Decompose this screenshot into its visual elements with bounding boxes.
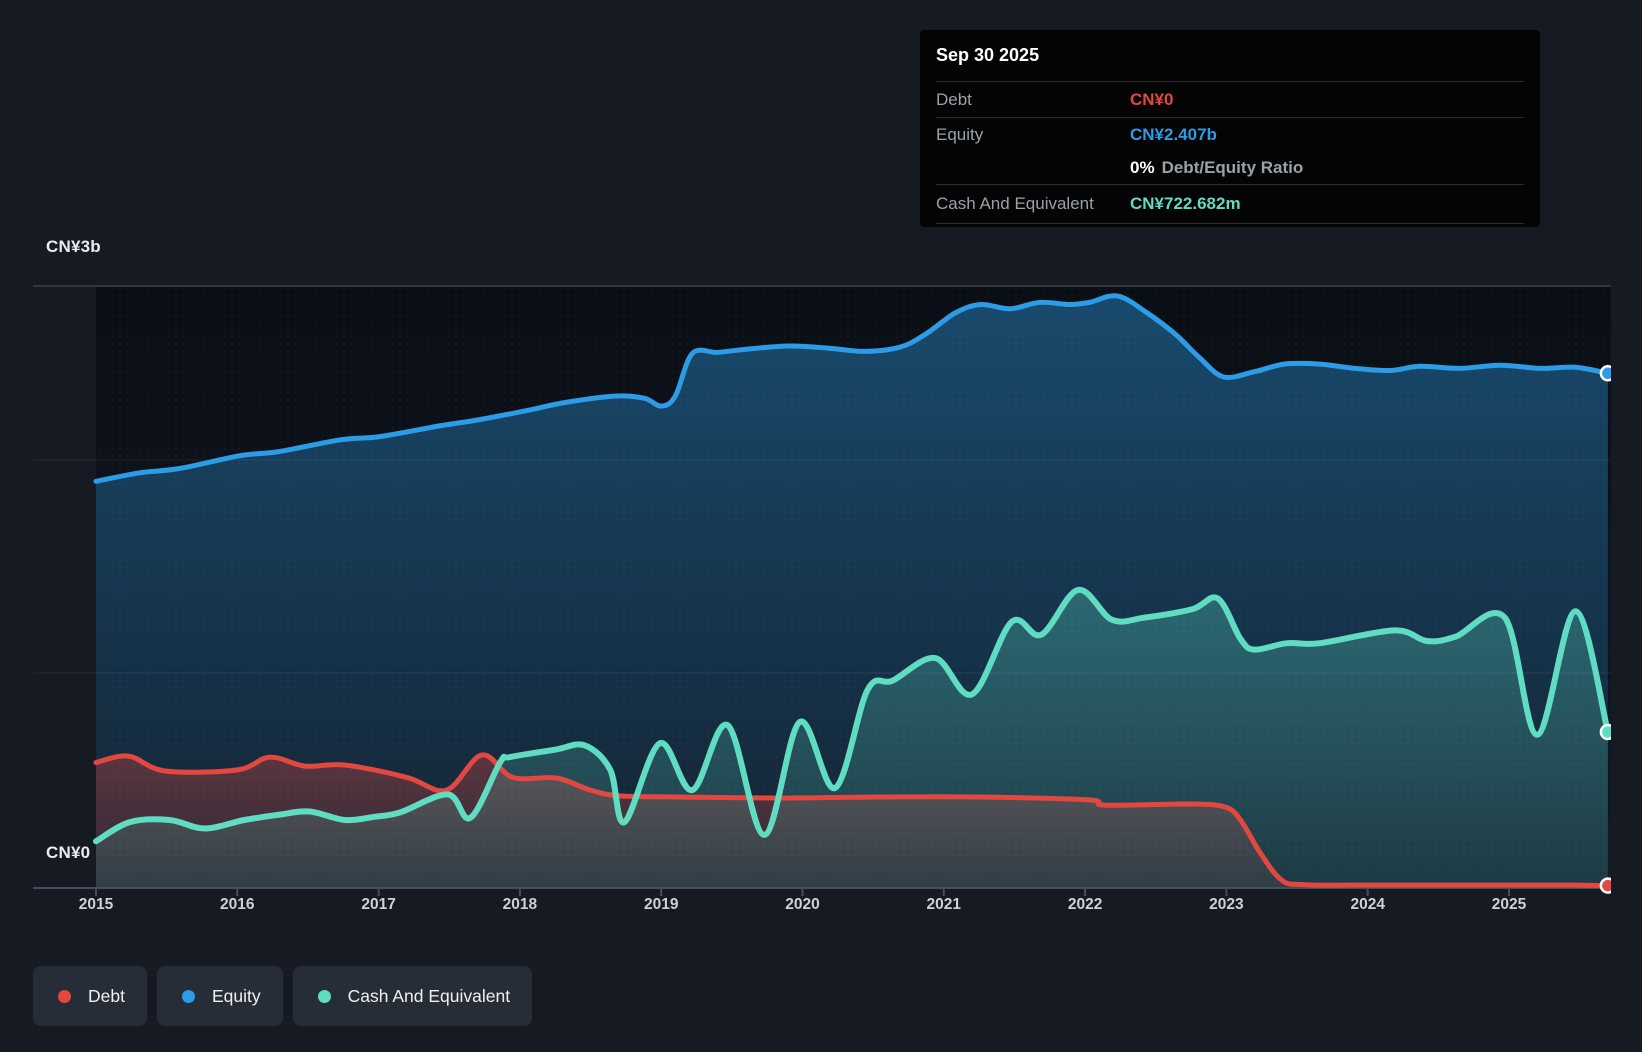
legend-item-equity-label: Equity [212, 986, 261, 1007]
legend-item-equity[interactable]: Equity [157, 966, 283, 1026]
x-tick-label-2022: 2022 [1068, 896, 1102, 913]
debt-equity-history-chart: 2015 2016 2017 2018 2019 2020 2021 2022 2023 2024… [0, 0, 1642, 1052]
chart-tooltip: Sep 30 2025 Debt CN¥0 Equity CN¥2.407b 0… [920, 30, 1540, 227]
legend-item-cash[interactable]: Cash And Equivalent [293, 966, 532, 1026]
tooltip-row-equity: Equity CN¥2.407b [936, 118, 1524, 151]
x-tick-label-2024: 2024 [1350, 896, 1385, 913]
y-axis-label-bottom: CN¥0 [46, 843, 90, 863]
legend-item-cash-label: Cash And Equivalent [348, 986, 510, 1007]
legend: Debt Equity Cash And Equivalent [33, 966, 532, 1026]
legend-item-debt[interactable]: Debt [33, 966, 147, 1026]
tooltip-row-cash: Cash And Equivalent CN¥722.682m [936, 185, 1524, 224]
x-tick-label-2023: 2023 [1209, 896, 1244, 913]
series-endpoint-debt [1601, 879, 1615, 893]
equity-series-dot-icon [182, 990, 195, 1003]
debt-series-dot-icon [58, 990, 71, 1003]
tooltip-row-ratio: 0% Debt/Equity Ratio [936, 151, 1524, 185]
cash-series-dot-icon [318, 990, 331, 1003]
x-tick-label-2021: 2021 [927, 896, 962, 913]
x-tick-label-2016: 2016 [220, 896, 255, 913]
tooltip-equity-value: CN¥2.407b [1130, 125, 1217, 145]
tooltip-equity-label: Equity [936, 125, 1130, 145]
tooltip-debt-label: Debt [936, 90, 1130, 110]
tooltip-ratio-label: Debt/Equity Ratio [1162, 158, 1304, 178]
legend-item-debt-label: Debt [88, 986, 125, 1007]
x-tick-label-2019: 2019 [644, 896, 679, 913]
x-tick-label-2018: 2018 [503, 896, 538, 913]
tooltip-cash-label: Cash And Equivalent [936, 194, 1130, 214]
x-tick-label-2025: 2025 [1492, 896, 1527, 913]
x-tick-label-2020: 2020 [785, 896, 819, 913]
tooltip-ratio-value: 0% [1130, 158, 1155, 178]
x-tick-label-2017: 2017 [361, 896, 395, 913]
series-endpoint-equity [1601, 366, 1615, 380]
tooltip-row-debt: Debt CN¥0 [936, 82, 1524, 118]
series-endpoint-cash-and-equivalent [1601, 725, 1615, 739]
tooltip-date: Sep 30 2025 [936, 30, 1524, 82]
y-axis-label-top: CN¥3b [46, 237, 101, 257]
tooltip-debt-value: CN¥0 [1130, 90, 1173, 110]
tooltip-cash-value: CN¥722.682m [1130, 194, 1241, 214]
x-tick-label-2015: 2015 [79, 896, 114, 913]
